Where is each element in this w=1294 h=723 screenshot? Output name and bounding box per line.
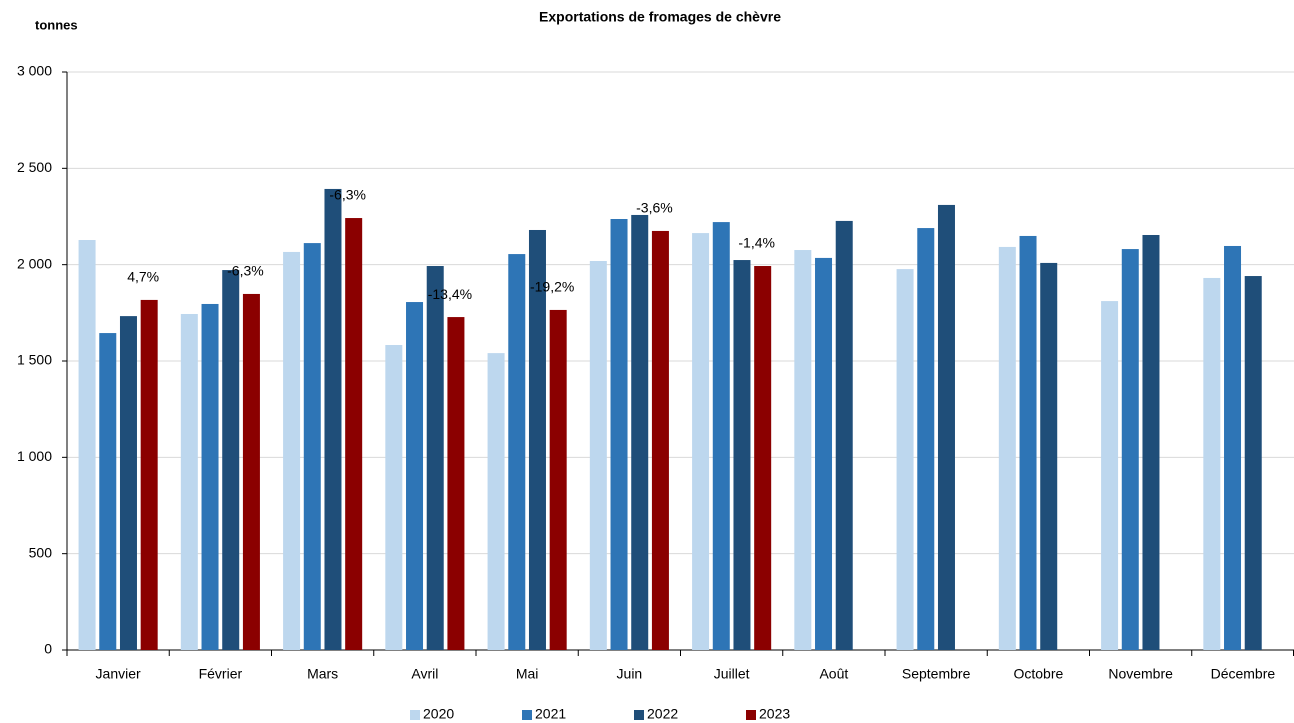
bar [1244, 276, 1262, 650]
bar [998, 246, 1016, 650]
y-axis-label: tonnes [35, 17, 78, 32]
legend-label: 2020 [423, 706, 454, 722]
annotation: -3,6% [636, 200, 673, 216]
x-tick-label: Mars [307, 666, 338, 682]
x-tick-label: Août [819, 666, 848, 682]
annotation: -6,3% [227, 263, 264, 279]
bar [1101, 301, 1119, 650]
bar [119, 316, 137, 650]
x-tick-label: Janvier [96, 666, 141, 682]
x-tick-label: Juin [617, 666, 643, 682]
x-tick-label: Février [199, 666, 243, 682]
bar [794, 250, 812, 651]
bar [222, 270, 240, 650]
bar [917, 228, 935, 650]
bar [937, 204, 955, 650]
legend-swatch [746, 710, 756, 720]
y-tick-label: 1 500 [17, 352, 52, 368]
bar [631, 214, 649, 650]
y-tick-label: 1 000 [17, 448, 52, 464]
x-tick-label: Avril [411, 666, 438, 682]
bar [712, 222, 730, 650]
y-tick-label: 0 [44, 641, 52, 657]
annotation: -13,4% [428, 286, 472, 302]
bar [589, 261, 607, 650]
legend-label: 2021 [535, 706, 566, 722]
legend-swatch [634, 710, 644, 720]
bar [754, 266, 772, 650]
x-tick-label: Juillet [714, 666, 750, 682]
x-tick-label: Septembre [902, 666, 971, 682]
bar [1019, 235, 1037, 650]
x-tick-label: Mai [516, 666, 539, 682]
bar [1121, 249, 1139, 650]
bar [303, 243, 321, 650]
legend-swatch [522, 710, 532, 720]
y-tick-label: 2 000 [17, 255, 52, 271]
annotation: -6,3% [329, 187, 366, 203]
x-tick-label: Décembre [1211, 666, 1276, 682]
bar [324, 188, 342, 650]
bar [549, 309, 567, 650]
bar [1203, 277, 1221, 650]
y-tick-label: 2 500 [17, 159, 52, 175]
x-tick-label: Novembre [1108, 666, 1173, 682]
bar [426, 266, 444, 650]
bar [406, 302, 424, 650]
bar [815, 257, 833, 650]
bar [651, 230, 669, 650]
bar [283, 251, 301, 650]
bar [487, 353, 505, 650]
bar [896, 269, 914, 650]
bar [692, 233, 710, 650]
legend-label: 2022 [647, 706, 678, 722]
bar [385, 345, 403, 650]
legend-label: 2023 [759, 706, 790, 722]
bar [508, 254, 526, 650]
bar [733, 260, 751, 650]
annotation: -1,4% [738, 235, 775, 251]
chart-title: Exportations de fromages de chèvre [539, 9, 781, 25]
y-tick-label: 500 [29, 544, 53, 560]
bar [78, 240, 96, 650]
x-tick-label: Octobre [1013, 666, 1063, 682]
bar [1224, 245, 1242, 650]
bar [610, 219, 628, 650]
bar [140, 299, 158, 650]
bar [201, 303, 219, 650]
bar [242, 293, 260, 650]
bar [1142, 234, 1160, 650]
bar [447, 317, 465, 650]
bar [1040, 262, 1058, 650]
bar [180, 313, 198, 650]
annotation: 4,7% [127, 269, 159, 285]
legend-swatch [410, 710, 420, 720]
y-tick-label: 3 000 [17, 63, 52, 79]
bar [528, 229, 546, 650]
bar [99, 333, 117, 650]
annotation: -19,2% [530, 279, 574, 295]
bar [345, 218, 363, 651]
bar [835, 220, 853, 650]
